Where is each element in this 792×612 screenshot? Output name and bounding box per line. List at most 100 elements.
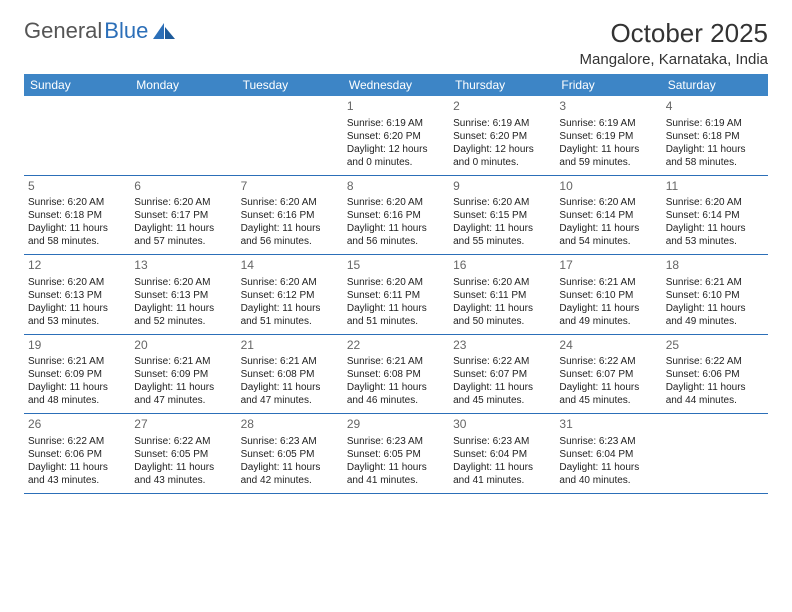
day-info: Sunrise: 6:20 AMSunset: 6:11 PMDaylight:…: [347, 276, 445, 328]
calendar-day-cell: 31Sunrise: 6:23 AMSunset: 6:04 PMDayligh…: [555, 414, 661, 494]
day-info: Sunrise: 6:21 AMSunset: 6:10 PMDaylight:…: [559, 276, 657, 328]
day-number: 21: [241, 338, 339, 354]
day-number: 31: [559, 417, 657, 433]
day-info: Sunrise: 6:23 AMSunset: 6:05 PMDaylight:…: [347, 435, 445, 487]
day-number: 30: [453, 417, 551, 433]
day-info: Sunrise: 6:21 AMSunset: 6:08 PMDaylight:…: [241, 355, 339, 407]
day-info: Sunrise: 6:20 AMSunset: 6:18 PMDaylight:…: [28, 196, 126, 248]
day-info: Sunrise: 6:22 AMSunset: 6:06 PMDaylight:…: [666, 355, 764, 407]
day-number: 12: [28, 258, 126, 274]
calendar-day-cell: 16Sunrise: 6:20 AMSunset: 6:11 PMDayligh…: [449, 255, 555, 335]
day-info: Sunrise: 6:20 AMSunset: 6:17 PMDaylight:…: [134, 196, 232, 248]
calendar-day-cell: 1 Sunrise: 6:19 AMSunset: 6:20 PMDaylight…: [343, 96, 449, 175]
calendar-day-cell: 2 Sunrise: 6:19 AMSunset: 6:20 PMDaylight…: [449, 96, 555, 175]
day-info: Sunrise: 6:22 AMSunset: 6:05 PMDaylight:…: [134, 435, 232, 487]
day-number: 15: [347, 258, 445, 274]
calendar-day-cell: 21Sunrise: 6:21 AMSunset: 6:08 PMDayligh…: [237, 334, 343, 414]
calendar-day-cell: 20Sunrise: 6:21 AMSunset: 6:09 PMDayligh…: [130, 334, 236, 414]
calendar-day-cell: 14Sunrise: 6:20 AMSunset: 6:12 PMDayligh…: [237, 255, 343, 335]
calendar-week-row: 1 Sunrise: 6:19 AMSunset: 6:20 PMDaylight…: [24, 96, 768, 175]
day-info: Sunrise: 6:20 AMSunset: 6:15 PMDaylight:…: [453, 196, 551, 248]
logo: GeneralBlue: [24, 18, 175, 44]
day-info: Sunrise: 6:22 AMSunset: 6:07 PMDaylight:…: [559, 355, 657, 407]
day-info: Sunrise: 6:21 AMSunset: 6:10 PMDaylight:…: [666, 276, 764, 328]
day-info: Sunrise: 6:19 AMSunset: 6:18 PMDaylight:…: [666, 117, 764, 169]
day-number: 25: [666, 338, 764, 354]
logo-text-blue: Blue: [104, 18, 148, 44]
day-number: 3: [559, 99, 657, 115]
day-info: Sunrise: 6:23 AMSunset: 6:05 PMDaylight:…: [241, 435, 339, 487]
calendar-day-cell: 29Sunrise: 6:23 AMSunset: 6:05 PMDayligh…: [343, 414, 449, 494]
calendar-day-cell: 13 Sunrise: 6:20 AMSunset: 6:13 PMDayligh…: [130, 255, 236, 335]
calendar-day-cell: 15 Sunrise: 6:20 AMSunset: 6:11 PMDayligh…: [343, 255, 449, 335]
day-info: Sunrise: 6:21 AMSunset: 6:08 PMDaylight:…: [347, 355, 445, 407]
day-number: 27: [134, 417, 232, 433]
day-info: Sunrise: 6:19 AMSunset: 6:20 PMDaylight:…: [347, 117, 445, 169]
day-info: Sunrise: 6:20 AMSunset: 6:13 PMDaylight:…: [28, 276, 126, 328]
calendar-day-cell: 7Sunrise: 6:20 AMSunset: 6:16 PMDaylight…: [237, 175, 343, 255]
calendar-week-row: 26Sunrise: 6:22 AMSunset: 6:06 PMDayligh…: [24, 414, 768, 494]
day-number: 4: [666, 99, 764, 115]
weekday-header: Monday: [130, 74, 236, 96]
calendar-week-row: 12 Sunrise: 6:20 AMSunset: 6:13 PMDayligh…: [24, 255, 768, 335]
calendar-day-cell: 19Sunrise: 6:21 AMSunset: 6:09 PMDayligh…: [24, 334, 130, 414]
calendar-day-cell: 17 Sunrise: 6:21 AMSunset: 6:10 PMDayligh…: [555, 255, 661, 335]
calendar-day-cell: 10Sunrise: 6:20 AMSunset: 6:14 PMDayligh…: [555, 175, 661, 255]
calendar-day-cell: 23Sunrise: 6:22 AMSunset: 6:07 PMDayligh…: [449, 334, 555, 414]
weekday-header: Tuesday: [237, 74, 343, 96]
day-info: Sunrise: 6:19 AMSunset: 6:20 PMDaylight:…: [453, 117, 551, 169]
day-number: 16: [453, 258, 551, 274]
calendar-day-cell: 30Sunrise: 6:23 AMSunset: 6:04 PMDayligh…: [449, 414, 555, 494]
calendar-day-cell: 9Sunrise: 6:20 AMSunset: 6:15 PMDaylight…: [449, 175, 555, 255]
calendar-day-cell: 11Sunrise: 6:20 AMSunset: 6:14 PMDayligh…: [662, 175, 768, 255]
location: Mangalore, Karnataka, India: [580, 51, 768, 68]
calendar-week-row: 19Sunrise: 6:21 AMSunset: 6:09 PMDayligh…: [24, 334, 768, 414]
day-info: Sunrise: 6:20 AMSunset: 6:16 PMDaylight:…: [347, 196, 445, 248]
calendar-day-cell: 6Sunrise: 6:20 AMSunset: 6:17 PMDaylight…: [130, 175, 236, 255]
calendar-empty-cell: [237, 96, 343, 175]
day-info: Sunrise: 6:20 AMSunset: 6:16 PMDaylight:…: [241, 196, 339, 248]
day-number: 28: [241, 417, 339, 433]
calendar-day-cell: 5Sunrise: 6:20 AMSunset: 6:18 PMDaylight…: [24, 175, 130, 255]
day-info: Sunrise: 6:20 AMSunset: 6:14 PMDaylight:…: [666, 196, 764, 248]
calendar-day-cell: 26Sunrise: 6:22 AMSunset: 6:06 PMDayligh…: [24, 414, 130, 494]
calendar-table: SundayMondayTuesdayWednesdayThursdayFrid…: [24, 74, 768, 494]
calendar-empty-cell: [24, 96, 130, 175]
weekday-header-row: SundayMondayTuesdayWednesdayThursdayFrid…: [24, 74, 768, 96]
header: GeneralBlue October 2025 Mangalore, Karn…: [24, 18, 768, 68]
day-number: 2: [453, 99, 551, 115]
calendar-empty-cell: [130, 96, 236, 175]
day-number: 6: [134, 179, 232, 195]
weekday-header: Sunday: [24, 74, 130, 96]
day-info: Sunrise: 6:21 AMSunset: 6:09 PMDaylight:…: [28, 355, 126, 407]
calendar-day-cell: 3Sunrise: 6:19 AMSunset: 6:19 PMDaylight…: [555, 96, 661, 175]
calendar-day-cell: 28 Sunrise: 6:23 AMSunset: 6:05 PMDayligh…: [237, 414, 343, 494]
calendar-empty-cell: [662, 414, 768, 494]
day-number: 18: [666, 258, 764, 274]
calendar-week-row: 5Sunrise: 6:20 AMSunset: 6:18 PMDaylight…: [24, 175, 768, 255]
calendar-day-cell: 4 Sunrise: 6:19 AMSunset: 6:18 PMDaylight…: [662, 96, 768, 175]
weekday-header: Thursday: [449, 74, 555, 96]
day-number: 7: [241, 179, 339, 195]
weekday-header: Wednesday: [343, 74, 449, 96]
day-number: 10: [559, 179, 657, 195]
day-info: Sunrise: 6:20 AMSunset: 6:14 PMDaylight:…: [559, 196, 657, 248]
logo-sail-icon: [153, 23, 175, 39]
day-info: Sunrise: 6:20 AMSunset: 6:13 PMDaylight:…: [134, 276, 232, 328]
calendar-day-cell: 22Sunrise: 6:21 AMSunset: 6:08 PMDayligh…: [343, 334, 449, 414]
calendar-body: 1 Sunrise: 6:19 AMSunset: 6:20 PMDaylight…: [24, 96, 768, 493]
day-number: 24: [559, 338, 657, 354]
day-number: 1: [347, 99, 445, 115]
calendar-day-cell: 18 Sunrise: 6:21 AMSunset: 6:10 PMDayligh…: [662, 255, 768, 335]
logo-text-general: General: [24, 18, 102, 44]
day-number: 26: [28, 417, 126, 433]
day-number: 23: [453, 338, 551, 354]
day-number: 17: [559, 258, 657, 274]
calendar-day-cell: 24Sunrise: 6:22 AMSunset: 6:07 PMDayligh…: [555, 334, 661, 414]
title-block: October 2025 Mangalore, Karnataka, India: [580, 18, 768, 68]
weekday-header: Friday: [555, 74, 661, 96]
day-number: 5: [28, 179, 126, 195]
day-number: 13: [134, 258, 232, 274]
day-number: 8: [347, 179, 445, 195]
day-info: Sunrise: 6:21 AMSunset: 6:09 PMDaylight:…: [134, 355, 232, 407]
